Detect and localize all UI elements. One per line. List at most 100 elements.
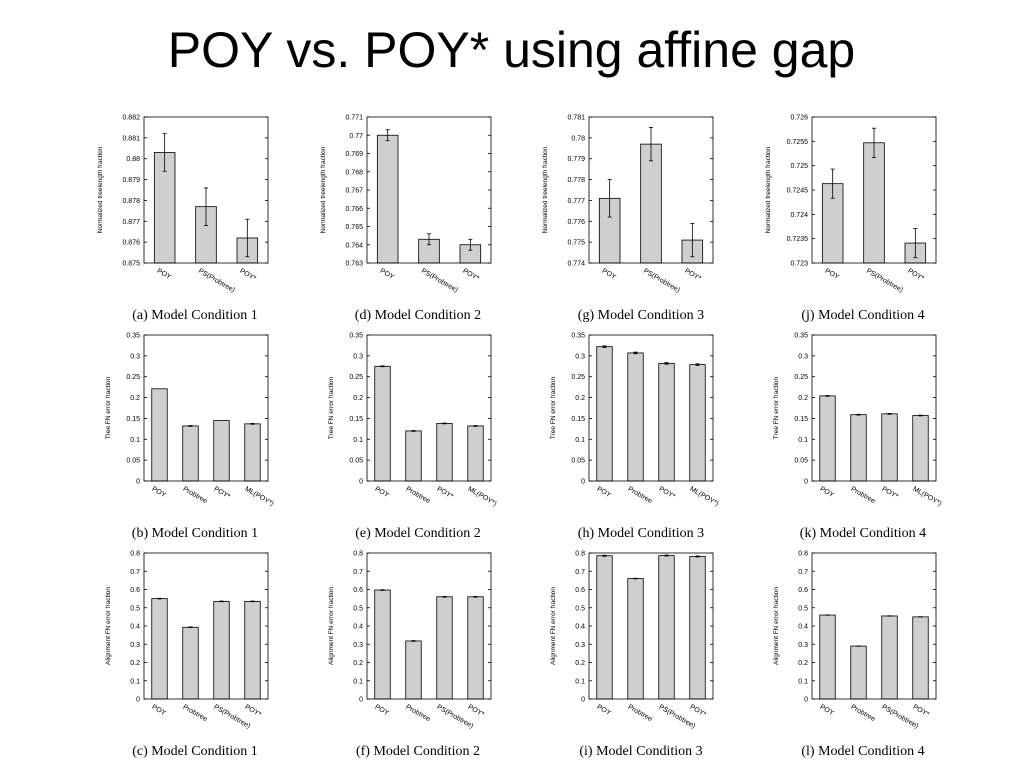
x-category-label: ML(POY*) xyxy=(689,486,720,508)
chart-panel-g: 0.774 0.775 0.776 0.777 0.778 0.779 0.78 0.781 N… xyxy=(542,115,714,323)
plot-frame xyxy=(811,552,937,700)
y-tick-label: 0.723 xyxy=(790,261,808,268)
x-category-label: Probtree xyxy=(182,704,209,724)
y-axis-label: Tree FN error fraction xyxy=(550,376,557,439)
chart-panel-a: 0.875 0.876 0.877 0.878 0.879 0.88 0.881 0.882 N… xyxy=(97,115,269,323)
chart-panel-i: 0 0.1 0.2 0.3 0.4 0.5 0.6 0.7 0.8 Alignment FN er… xyxy=(550,551,714,759)
x-category-label: Probtree xyxy=(182,486,209,506)
bar-c-1 xyxy=(182,626,199,700)
y-tick-label: 0.1 xyxy=(575,437,585,444)
y-tick-label: 0.2 xyxy=(353,395,363,402)
bar-c-3 xyxy=(244,600,261,700)
chart-panel-j: 0.723 0.7235 0.724 0.7245 0.725 0.7255 0.726 No… xyxy=(765,115,937,323)
y-tick-label: 0.4 xyxy=(798,624,808,631)
y-tick-label: 0.35 xyxy=(126,333,140,340)
x-category-label: POY xyxy=(156,268,173,282)
y-tick-label: 0.05 xyxy=(126,458,140,465)
y-tick-label: 0 xyxy=(804,479,808,486)
y-tick-label: 0.35 xyxy=(571,333,585,340)
y-tick-label: 0.8 xyxy=(130,551,140,558)
chart-panel-d: 0.763 0.764 0.765 0.766 0.767 0.768 0.769 0.77 0… xyxy=(320,115,492,323)
y-tick-label: 0 xyxy=(581,479,585,486)
y-tick-label: 0.1 xyxy=(798,437,808,444)
y-tick-label: 0.768 xyxy=(345,169,363,176)
x-category-label: Probtree xyxy=(850,486,877,506)
chart-panel-c: 0 0.1 0.2 0.3 0.4 0.5 0.6 0.7 0.8 Alignment FN er… xyxy=(105,551,269,759)
y-tick-label: 0.5 xyxy=(353,605,363,612)
y-tick-label: 0.2 xyxy=(798,660,808,667)
chart-panel-k: 0 0.05 0.1 0.15 0.2 0.25 0.3 0.35 Tree FN error … xyxy=(773,333,943,542)
bar-h-0 xyxy=(596,346,613,482)
y-tick-label: 0.3 xyxy=(130,353,140,360)
y-tick-label: 0.765 xyxy=(345,224,363,231)
y-tick-label: 0.35 xyxy=(794,333,808,340)
bar-f-0 xyxy=(374,589,391,700)
chart-caption: (h) Model Condition 3 xyxy=(578,526,704,541)
y-tick-label: 0 xyxy=(136,479,140,486)
bar-f-2 xyxy=(436,596,453,700)
y-tick-label: 0.7 xyxy=(575,569,585,576)
x-category-label: PS(Probtree) xyxy=(865,268,904,294)
y-tick-label: 0.3 xyxy=(130,642,140,649)
y-tick-label: 0.882 xyxy=(122,115,140,122)
chart-caption: (e) Model Condition 2 xyxy=(355,526,481,541)
y-tick-label: 0.25 xyxy=(794,374,808,381)
y-tick-label: 0.7 xyxy=(353,569,363,576)
y-tick-label: 0.7235 xyxy=(787,236,809,243)
y-tick-label: 0.2 xyxy=(353,660,363,667)
bar-e-2 xyxy=(436,423,453,482)
y-tick-label: 0.6 xyxy=(353,587,363,594)
bar-h-3 xyxy=(689,364,706,482)
y-tick-label: 0.724 xyxy=(790,212,808,219)
y-tick-label: 0.776 xyxy=(567,219,585,226)
y-tick-label: 0.2 xyxy=(798,395,808,402)
chart-caption: (b) Model Condition 1 xyxy=(132,526,258,541)
y-tick-label: 0.8 xyxy=(798,551,808,558)
y-tick-label: 0.35 xyxy=(349,333,363,340)
bar-f-3 xyxy=(467,596,484,700)
y-tick-label: 0.1 xyxy=(130,678,140,685)
x-category-label: POY xyxy=(824,268,841,282)
y-axis-label: Tree FN error fraction xyxy=(105,376,112,439)
y-tick-label: 0.2 xyxy=(130,395,140,402)
y-tick-label: 0.1 xyxy=(130,437,140,444)
chart-panel-h: 0 0.05 0.1 0.15 0.2 0.25 0.3 0.35 Tree FN error … xyxy=(550,333,720,542)
y-tick-label: 0.15 xyxy=(126,416,140,423)
y-tick-label: 0.15 xyxy=(794,416,808,423)
plot-frame xyxy=(366,334,492,482)
x-category-label: POY* xyxy=(881,486,900,501)
y-tick-label: 0.726 xyxy=(790,115,808,122)
x-category-label: POY* xyxy=(213,486,232,501)
bar-l-3 xyxy=(912,616,929,700)
chart-panel-l: 0 0.1 0.2 0.3 0.4 0.5 0.6 0.7 0.8 Alignment FN er… xyxy=(773,551,937,759)
bar-h-1 xyxy=(627,352,644,482)
y-axis-label: Alignment FN error fraction xyxy=(550,587,557,665)
y-tick-label: 0.6 xyxy=(575,587,585,594)
x-category-label: POY xyxy=(151,704,168,718)
x-category-label: Probtree xyxy=(405,486,432,506)
y-tick-label: 0.769 xyxy=(345,151,363,158)
y-tick-label: 0 xyxy=(804,697,808,704)
y-tick-label: 0.766 xyxy=(345,206,363,213)
y-tick-label: 0.15 xyxy=(349,416,363,423)
y-axis-label: Normalized treelength fraction xyxy=(542,146,549,233)
y-tick-label: 0.7255 xyxy=(787,139,809,146)
bar-e-1 xyxy=(405,430,422,482)
x-category-label: POY* xyxy=(238,268,257,283)
bar-b-2 xyxy=(213,420,230,482)
plot-frame xyxy=(811,116,937,264)
bar-b-0 xyxy=(151,388,168,482)
bar-j-1 xyxy=(863,142,885,264)
x-category-label: POY xyxy=(374,704,391,718)
y-tick-label: 0.88 xyxy=(126,156,140,163)
bar-i-3 xyxy=(689,556,706,700)
y-tick-label: 0.77 xyxy=(349,133,363,140)
y-tick-label: 0.7 xyxy=(798,569,808,576)
bar-l-2 xyxy=(881,615,898,700)
bar-k-2 xyxy=(881,413,898,482)
x-category-label: POY xyxy=(596,486,613,500)
y-tick-label: 0.3 xyxy=(353,353,363,360)
chart-caption: (d) Model Condition 2 xyxy=(355,308,481,323)
x-category-label: POY* xyxy=(658,486,677,501)
